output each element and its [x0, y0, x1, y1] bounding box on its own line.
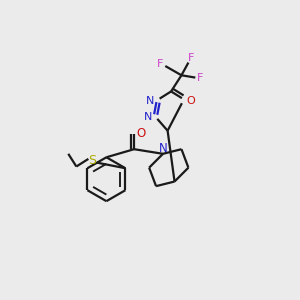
Text: O: O	[186, 96, 195, 106]
Text: N: N	[146, 96, 154, 106]
Text: F: F	[157, 59, 164, 69]
Text: N: N	[159, 142, 167, 155]
Text: N: N	[144, 112, 152, 122]
Text: F: F	[197, 73, 204, 82]
Text: S: S	[88, 154, 97, 167]
Text: O: O	[136, 127, 145, 140]
Text: F: F	[188, 53, 194, 63]
